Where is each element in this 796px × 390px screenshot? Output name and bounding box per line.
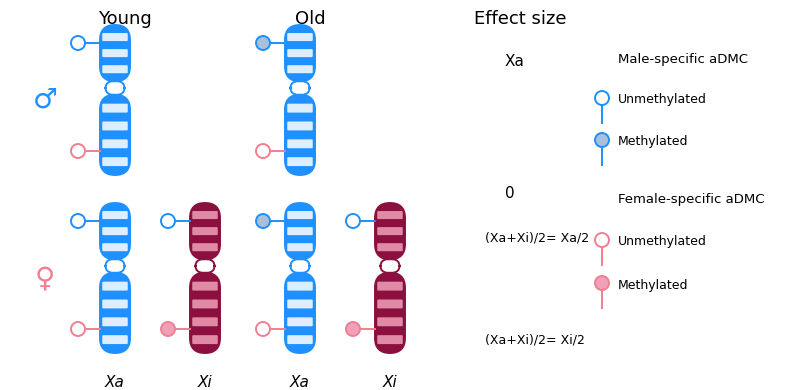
- FancyBboxPatch shape: [102, 65, 127, 73]
- FancyBboxPatch shape: [380, 259, 400, 273]
- Circle shape: [256, 144, 270, 158]
- Text: Xa: Xa: [105, 375, 125, 390]
- FancyBboxPatch shape: [195, 259, 215, 273]
- FancyBboxPatch shape: [377, 335, 403, 344]
- FancyBboxPatch shape: [287, 335, 313, 344]
- Circle shape: [595, 133, 609, 147]
- FancyBboxPatch shape: [102, 157, 127, 166]
- FancyBboxPatch shape: [377, 243, 403, 251]
- Text: Female-specific aDMC: Female-specific aDMC: [618, 193, 764, 206]
- FancyBboxPatch shape: [287, 211, 313, 219]
- FancyBboxPatch shape: [377, 227, 403, 235]
- FancyBboxPatch shape: [190, 203, 220, 259]
- FancyBboxPatch shape: [377, 282, 403, 291]
- FancyBboxPatch shape: [193, 282, 218, 291]
- FancyBboxPatch shape: [375, 273, 405, 353]
- Circle shape: [595, 91, 609, 105]
- Text: ♀: ♀: [35, 264, 55, 292]
- FancyBboxPatch shape: [102, 33, 127, 41]
- Circle shape: [71, 322, 85, 336]
- FancyBboxPatch shape: [377, 300, 403, 308]
- Circle shape: [71, 144, 85, 158]
- Circle shape: [256, 322, 270, 336]
- FancyBboxPatch shape: [287, 282, 313, 291]
- FancyBboxPatch shape: [291, 81, 310, 95]
- FancyBboxPatch shape: [102, 139, 127, 148]
- FancyBboxPatch shape: [105, 259, 125, 273]
- FancyBboxPatch shape: [285, 203, 315, 259]
- Circle shape: [346, 214, 360, 228]
- FancyBboxPatch shape: [102, 122, 127, 130]
- FancyBboxPatch shape: [285, 95, 315, 175]
- FancyBboxPatch shape: [287, 157, 313, 166]
- FancyBboxPatch shape: [193, 211, 218, 219]
- FancyBboxPatch shape: [287, 104, 313, 113]
- Text: Male-specific aDMC: Male-specific aDMC: [618, 53, 748, 67]
- Circle shape: [595, 276, 609, 290]
- Circle shape: [71, 214, 85, 228]
- Text: Xa: Xa: [290, 375, 310, 390]
- Circle shape: [256, 36, 270, 50]
- Text: Unmethylated: Unmethylated: [618, 94, 707, 106]
- FancyBboxPatch shape: [193, 317, 218, 326]
- Circle shape: [161, 214, 175, 228]
- FancyBboxPatch shape: [287, 65, 313, 73]
- FancyBboxPatch shape: [287, 139, 313, 148]
- FancyBboxPatch shape: [375, 203, 405, 259]
- FancyBboxPatch shape: [193, 243, 218, 251]
- FancyBboxPatch shape: [287, 33, 313, 41]
- FancyBboxPatch shape: [100, 203, 130, 259]
- FancyBboxPatch shape: [193, 300, 218, 308]
- Text: Old: Old: [295, 10, 326, 28]
- Text: Xi: Xi: [197, 375, 213, 390]
- FancyBboxPatch shape: [100, 273, 130, 353]
- FancyBboxPatch shape: [287, 243, 313, 251]
- FancyBboxPatch shape: [287, 317, 313, 326]
- FancyBboxPatch shape: [102, 104, 127, 113]
- FancyBboxPatch shape: [100, 25, 130, 81]
- FancyBboxPatch shape: [105, 81, 125, 95]
- FancyBboxPatch shape: [377, 211, 403, 219]
- FancyBboxPatch shape: [291, 259, 310, 273]
- FancyBboxPatch shape: [285, 25, 315, 81]
- FancyBboxPatch shape: [102, 227, 127, 235]
- Text: Methylated: Methylated: [618, 278, 689, 291]
- FancyBboxPatch shape: [100, 95, 130, 175]
- FancyBboxPatch shape: [102, 282, 127, 291]
- FancyBboxPatch shape: [102, 335, 127, 344]
- FancyBboxPatch shape: [102, 317, 127, 326]
- Text: Xa: Xa: [505, 55, 525, 69]
- Text: Methylated: Methylated: [618, 135, 689, 149]
- Text: (Xa+Xi)/2= Xi/2: (Xa+Xi)/2= Xi/2: [485, 333, 585, 346]
- FancyBboxPatch shape: [287, 122, 313, 130]
- Text: 0: 0: [505, 186, 515, 200]
- FancyBboxPatch shape: [285, 273, 315, 353]
- FancyBboxPatch shape: [193, 335, 218, 344]
- Text: (Xa+Xi)/2= Xa/2: (Xa+Xi)/2= Xa/2: [485, 232, 589, 245]
- FancyBboxPatch shape: [102, 211, 127, 219]
- FancyBboxPatch shape: [102, 243, 127, 251]
- Circle shape: [71, 36, 85, 50]
- Text: ♂: ♂: [33, 86, 57, 114]
- Circle shape: [256, 214, 270, 228]
- FancyBboxPatch shape: [287, 300, 313, 308]
- FancyBboxPatch shape: [377, 317, 403, 326]
- Circle shape: [595, 233, 609, 247]
- FancyBboxPatch shape: [287, 49, 313, 57]
- Circle shape: [346, 322, 360, 336]
- FancyBboxPatch shape: [102, 300, 127, 308]
- Circle shape: [161, 322, 175, 336]
- Text: Young: Young: [98, 10, 152, 28]
- FancyBboxPatch shape: [193, 227, 218, 235]
- FancyBboxPatch shape: [102, 49, 127, 57]
- FancyBboxPatch shape: [287, 227, 313, 235]
- FancyBboxPatch shape: [190, 273, 220, 353]
- Text: Effect size: Effect size: [474, 10, 566, 28]
- Text: Unmethylated: Unmethylated: [618, 236, 707, 248]
- Text: Xi: Xi: [383, 375, 397, 390]
